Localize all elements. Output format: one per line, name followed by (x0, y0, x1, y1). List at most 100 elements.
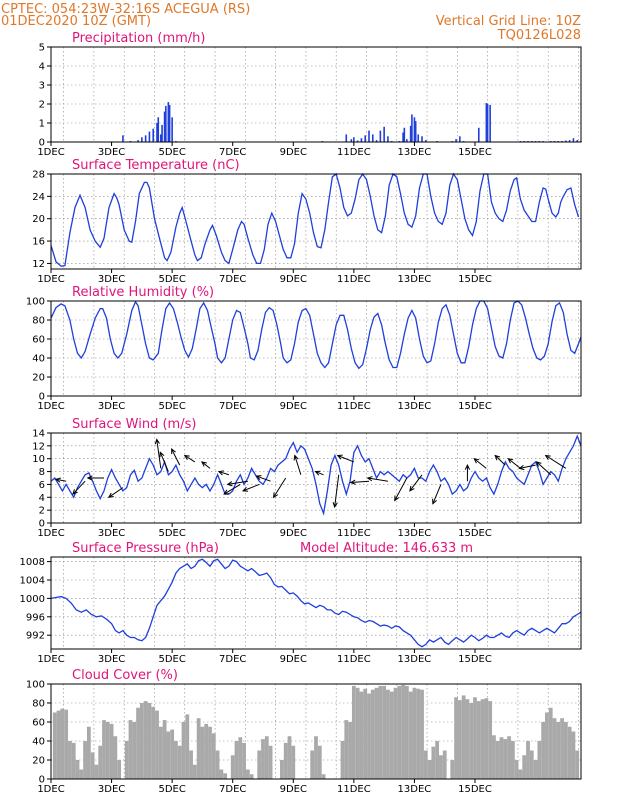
precip-bar (417, 134, 420, 142)
cloud-bar (571, 731, 576, 779)
x-tick-label: 11DEC (337, 147, 371, 158)
precip-bar (489, 104, 491, 142)
wind-vector (184, 455, 196, 463)
y-tick-label: 2 (39, 100, 45, 111)
y-tick-label: 4 (39, 493, 45, 504)
x-tick-label: 1DEC (37, 528, 64, 539)
x-tick-label: 9DEC (280, 528, 307, 539)
wind-vector-head (349, 479, 356, 485)
cloud-bar (514, 760, 519, 779)
cloud-bar (317, 745, 322, 779)
cloud-bar (60, 708, 65, 779)
y-tick-label: 12 (32, 259, 45, 270)
cloud-bar (420, 689, 424, 779)
precip-bar (156, 123, 158, 142)
panel-2: 12 16 20 24 28 1DEC 3DEC 5DEC 7DEC 9DEC 11DEC 13DEC… (32, 158, 582, 285)
cloud-bar (427, 760, 432, 779)
cloud-bar (280, 760, 284, 779)
cloud-bar (71, 742, 76, 779)
panel-frame (50, 300, 582, 397)
wind-vector (156, 439, 162, 469)
y-tick-label: 8 (39, 467, 45, 478)
wind-vector-head (293, 454, 299, 461)
cloud-bar (488, 701, 493, 779)
cloud-bar (355, 687, 360, 779)
cloud-bar (363, 688, 368, 779)
precip-bar (409, 125, 412, 142)
panel-title: Cloud Cover (%) (72, 668, 178, 683)
header-model: TQ0126L028 (497, 28, 581, 43)
cloud-bar (257, 750, 262, 779)
y-tick-label: 0 (39, 519, 45, 530)
wind-vector-head (507, 457, 514, 464)
y-tick-label: 28 (32, 170, 45, 181)
y-tick-label: 0 (39, 775, 45, 786)
x-tick-label: 11DEC (337, 654, 371, 665)
x-tick-label: 1DEC (37, 274, 64, 285)
cloud-bar (401, 684, 405, 779)
y-tick-label: 5 (39, 43, 45, 54)
wind-vector-head (171, 448, 176, 455)
panel-frame (50, 173, 582, 270)
x-tick-label: 15DEC (458, 274, 492, 285)
wind-vector-head (366, 476, 373, 482)
precip-bar (157, 117, 160, 142)
x-tick-label: 15DEC (458, 528, 492, 539)
cloud-bar (90, 752, 95, 779)
cloud-bar (492, 735, 496, 779)
precip-bar (568, 140, 571, 142)
y-tick-label: 1004 (20, 576, 45, 587)
wind-vector (227, 480, 248, 485)
y-tick-label: 6 (39, 480, 45, 491)
cloud-bar (170, 729, 175, 779)
wind-vector (273, 477, 287, 498)
cloud-bar (408, 691, 413, 779)
wind-vector-head (409, 485, 415, 492)
x-tick-label: 11DEC (337, 401, 371, 412)
wind-vector-head (159, 451, 165, 458)
y-tick-label: 20 (32, 214, 45, 225)
cloud-bar (102, 720, 106, 779)
cloud-bar (404, 685, 409, 779)
cloud-bar (242, 742, 246, 779)
cloud-bar (174, 741, 178, 779)
panel-1: 0 1 2 3 4 5 1DEC 3DEC 5DEC 7DEC 9DEC 11DEC 13DEC 15DE… (37, 31, 582, 158)
x-tick-label: 13DEC (398, 401, 432, 412)
cloud-bar (181, 722, 186, 779)
wind-vector-head (86, 475, 93, 481)
cloud-bar (545, 712, 549, 779)
precip-bar (368, 130, 370, 142)
y-tick-label: 80 (32, 699, 45, 710)
wind-vector (171, 448, 181, 466)
series-line (50, 434, 582, 516)
x-tick-label: 15DEC (458, 401, 492, 412)
series-line (50, 558, 582, 648)
cloud-bar (52, 712, 57, 779)
precip-bar (383, 126, 385, 142)
y-tick-label: 1 (39, 119, 45, 130)
x-tick-label: 3DEC (98, 528, 125, 539)
x-tick-label: 13DEC (398, 528, 432, 539)
cloud-bar (340, 741, 345, 779)
cloud-bar (86, 726, 91, 779)
cloud-bar (177, 745, 182, 779)
wind-vector (519, 464, 536, 469)
x-tick-label: 7DEC (219, 528, 246, 539)
cloud-bar (124, 741, 129, 779)
cloud-bar (139, 703, 144, 779)
wind-vector (536, 461, 552, 476)
x-tick-label: 7DEC (219, 401, 246, 412)
y-tick-label: 12 (32, 441, 45, 452)
cloud-bar (526, 741, 530, 779)
x-tick-label: 13DEC (398, 147, 432, 158)
panel-5: 992 996 1000 1004 1008 1DEC 3DEC 5DEC 7DEC 9DEC 11… (20, 541, 582, 665)
cloud-bar (204, 723, 209, 779)
y-tick-label: 80 (32, 316, 45, 327)
precip-bar (455, 139, 457, 142)
y-tick-label: 1008 (20, 557, 45, 568)
cloud-bar (192, 764, 197, 779)
cloud-bar (556, 722, 561, 779)
cloud-bar (567, 726, 572, 779)
cloud-bar (261, 739, 265, 779)
